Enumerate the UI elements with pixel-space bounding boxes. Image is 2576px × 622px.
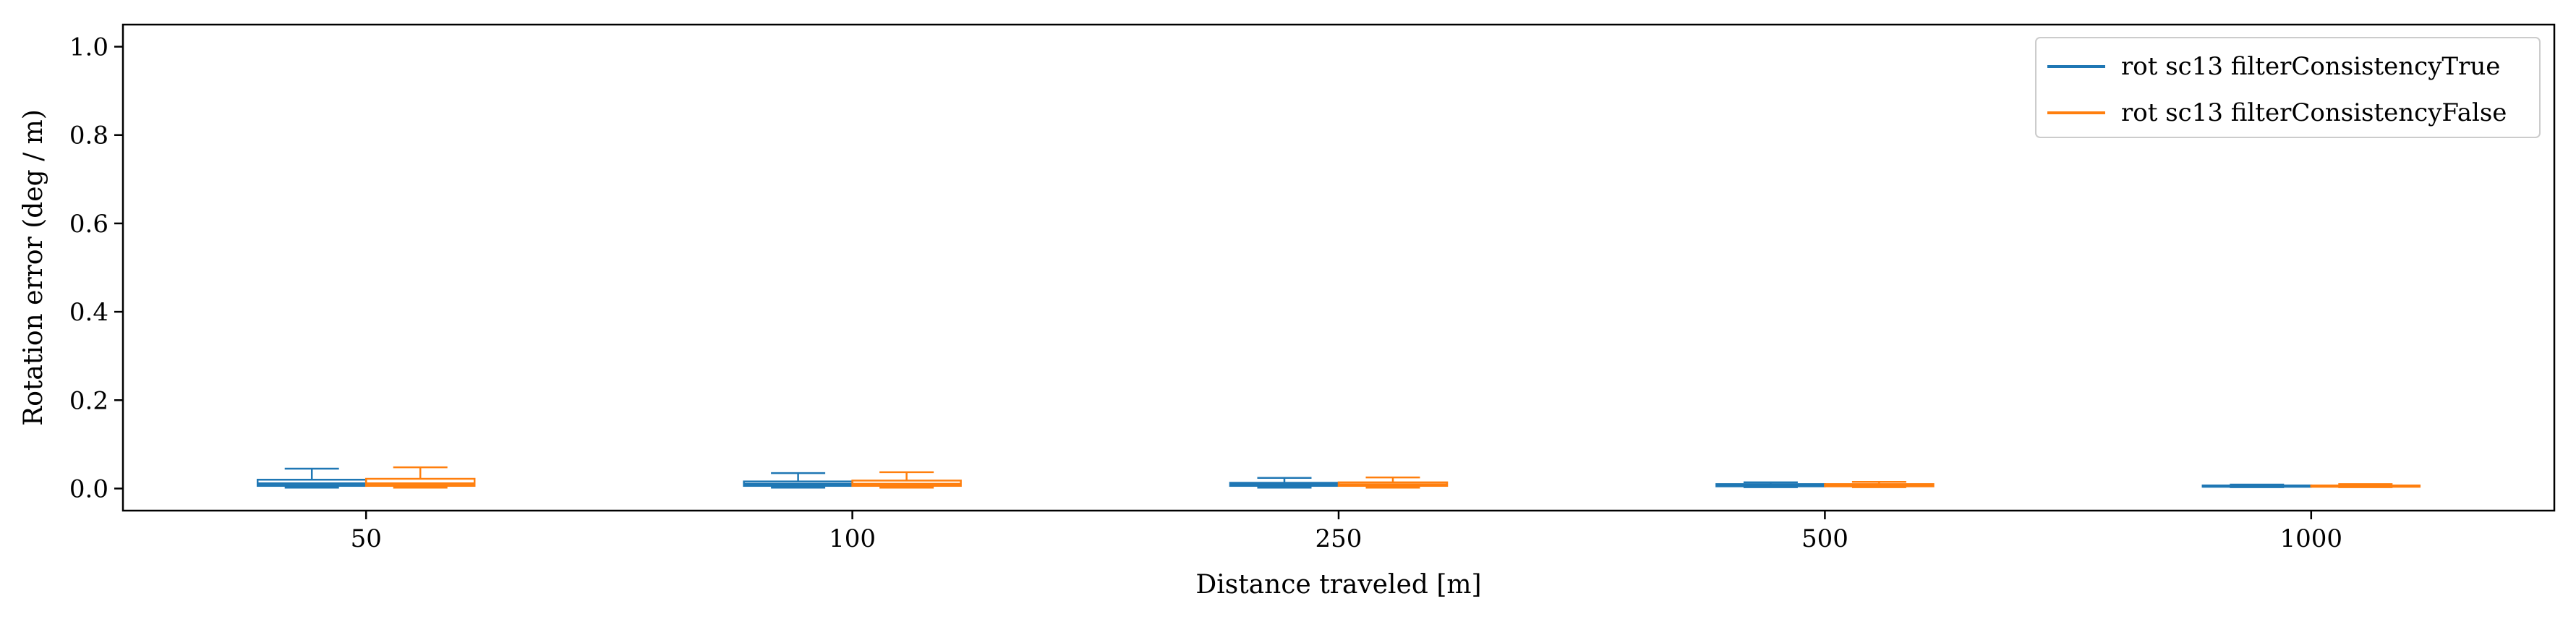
- y-axis: 0.0 0.2 0.4 0.6 0.8 1.0: [69, 33, 123, 503]
- legend-label: rot sc13 filterConsistencyTrue: [2121, 52, 2500, 81]
- legend: rot sc13 filterConsistencyTrue rot sc13 f…: [2035, 37, 2541, 138]
- y-tick-label: 0.8: [69, 122, 108, 150]
- x-axis: 50 100 250 500 1000: [351, 511, 2342, 553]
- y-axis-label: Rotation error (deg / m): [19, 109, 48, 426]
- x-tick-label: 100: [829, 524, 876, 553]
- y-tick-label: 0.0: [69, 474, 108, 503]
- chart-marks: [256, 466, 2421, 489]
- x-tick-label: 50: [351, 524, 382, 553]
- series-1: [364, 466, 2421, 489]
- legend-label: rot sc13 filterConsistencyFalse: [2121, 98, 2507, 127]
- y-tick-label: 0.4: [69, 298, 108, 327]
- x-tick-label: 250: [1315, 524, 1362, 553]
- x-tick-label: 1000: [2280, 524, 2343, 553]
- x-tick-label: 500: [1801, 524, 1848, 553]
- series-0: [256, 467, 2313, 489]
- box: [364, 477, 476, 487]
- y-tick-label: 1.0: [69, 33, 108, 62]
- legend-frame: [2035, 37, 2541, 138]
- y-tick-label: 0.2: [69, 386, 108, 415]
- y-tick-label: 0.6: [69, 210, 108, 239]
- x-axis-label: Distance traveled [m]: [1195, 570, 1481, 600]
